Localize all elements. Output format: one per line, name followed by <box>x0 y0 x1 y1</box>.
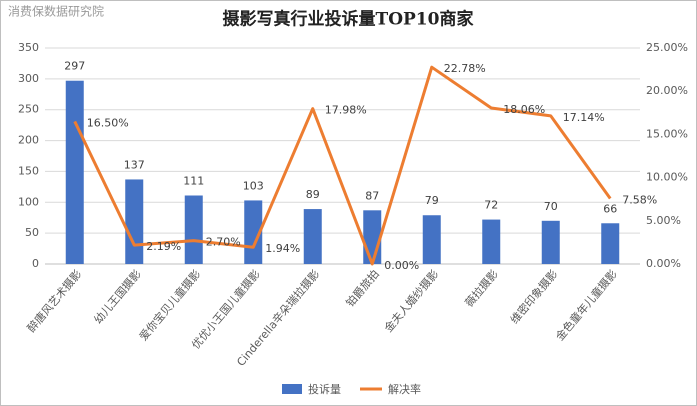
bar-value-label: 79 <box>425 194 439 207</box>
bar-value-label: 137 <box>124 158 145 171</box>
y2-tick-label: 25.00% <box>646 41 688 54</box>
line <box>73 65 612 266</box>
line-value-label: 1.94% <box>265 242 300 255</box>
line-value-label: 17.14% <box>563 111 605 124</box>
y-tick-label: 150 <box>18 164 39 177</box>
line-value-label: 2.19% <box>146 240 181 253</box>
bar <box>601 223 620 264</box>
y-tick-label: 50 <box>25 226 39 239</box>
bar-value-label: 89 <box>306 188 320 201</box>
line-value-label: 16.50% <box>87 116 129 129</box>
bar <box>65 80 84 264</box>
y-tick-label: 200 <box>18 134 39 147</box>
y2-tick-label: 20.00% <box>646 84 688 97</box>
y-tick-label: 250 <box>18 103 39 116</box>
bar <box>184 195 203 264</box>
y-tick-label: 350 <box>18 41 39 54</box>
bar <box>125 179 144 264</box>
bar-value-label: 297 <box>64 60 85 73</box>
bar <box>422 215 441 264</box>
legend-label: 投诉量 <box>308 382 341 396</box>
line-value-label: 17.98% <box>325 104 367 117</box>
line-value-label: 7.58% <box>622 194 657 207</box>
line-value-label: 2.70% <box>206 236 241 249</box>
y-tick-label: 0 <box>32 257 39 270</box>
y2-tick-label: 15.00% <box>646 127 688 140</box>
bar-value-label: 70 <box>544 200 558 213</box>
y2-tick-label: 5.00% <box>646 214 681 227</box>
bar <box>303 209 322 264</box>
y-tick-label: 100 <box>18 195 39 208</box>
bar-value-label: 111 <box>183 174 204 187</box>
y-tick-label: 300 <box>18 72 39 85</box>
watermark: 消费保数据研究院 <box>8 4 104 19</box>
bar <box>363 210 382 264</box>
line-value-label: 18.06% <box>503 103 545 116</box>
line-value-label: 0.00% <box>384 259 419 272</box>
y2-tick-label: 0.00% <box>646 257 681 270</box>
line-value-label: 22.78% <box>444 62 486 75</box>
y2-tick-label: 10.00% <box>646 171 688 184</box>
chart-title: 摄影写真行业投诉量TOP10商家 <box>223 9 474 30</box>
legend-swatch <box>282 384 302 394</box>
legend-label: 解决率 <box>388 382 421 396</box>
bar <box>482 219 501 264</box>
bar-value-label: 103 <box>243 179 264 192</box>
bar-value-label: 66 <box>603 202 617 215</box>
bar-value-label: 72 <box>484 199 498 212</box>
bar-value-label: 87 <box>365 189 379 202</box>
bar <box>541 220 560 264</box>
